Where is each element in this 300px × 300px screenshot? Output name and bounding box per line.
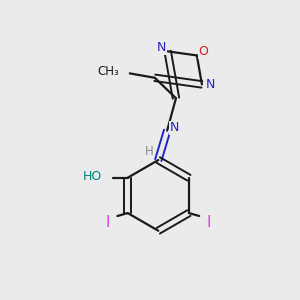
Text: CH₃: CH₃: [98, 65, 119, 78]
Text: I: I: [206, 215, 211, 230]
Text: N: N: [170, 121, 179, 134]
Text: N: N: [206, 78, 215, 91]
Text: H: H: [145, 145, 154, 158]
Text: N: N: [157, 41, 166, 54]
Text: O: O: [198, 45, 208, 58]
Text: I: I: [106, 215, 110, 230]
Text: HO: HO: [83, 170, 102, 183]
